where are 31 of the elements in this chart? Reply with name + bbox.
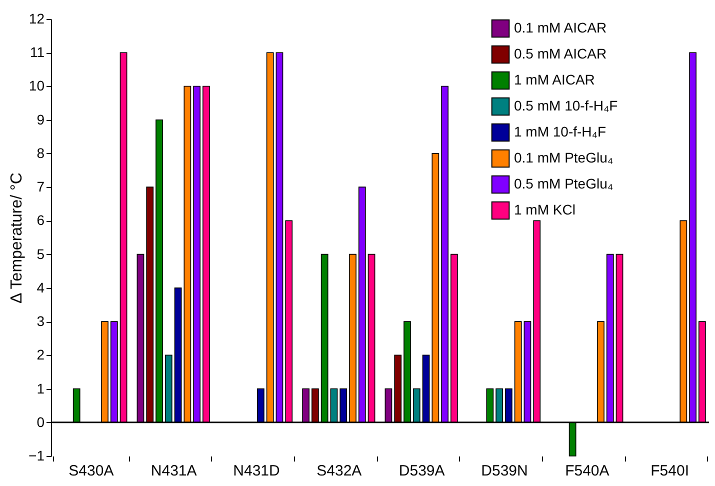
y-tick-label: 2: [36, 346, 45, 363]
y-tick-label: −1: [28, 448, 45, 464]
y-tick-label: 1: [36, 380, 45, 396]
y-tick-label: 7: [36, 178, 45, 195]
x-tick-label: N431A: [150, 462, 197, 480]
y-tick-label: 12: [28, 10, 45, 26]
x-tick-label: F540I: [650, 462, 689, 480]
x-tick-label: N431D: [233, 462, 280, 480]
legend-label: 1 mM 10-f-H₄F: [514, 124, 606, 140]
x-tick-label: S432A: [316, 462, 362, 480]
legend-label: 1 mM KCl: [514, 202, 576, 218]
y-axis-title: Δ Temperature/ °C: [8, 172, 26, 304]
x-tick-label: D539A: [398, 462, 445, 480]
legend-label: 1 mM AICAR: [514, 72, 595, 88]
x-tick-label: S430A: [68, 462, 114, 480]
legend-label: 0.1 mM AICAR: [514, 20, 607, 36]
legend-label: 0.5 mM AICAR: [514, 46, 607, 62]
y-tick-label: 9: [36, 111, 45, 128]
legend-label: 0.5 mM PteGlu₄: [514, 176, 614, 192]
x-tick-label: F540A: [565, 462, 610, 480]
y-tick-label: 0: [36, 414, 45, 430]
y-tick-label: 11: [30, 44, 45, 60]
legend-label: 0.1 mM PteGlu₄: [514, 150, 614, 166]
x-tick-label: D539N: [481, 462, 528, 480]
y-tick-label: 8: [36, 144, 45, 161]
y-tick-label: 4: [36, 279, 45, 296]
y-tick-label: 5: [36, 246, 45, 262]
y-tick-label: 3: [36, 313, 45, 330]
y-tick-label: 10: [28, 78, 45, 94]
y-tick-label: 6: [36, 212, 45, 228]
legend-label: 0.5 mM 10-f-H₄F: [514, 98, 618, 114]
